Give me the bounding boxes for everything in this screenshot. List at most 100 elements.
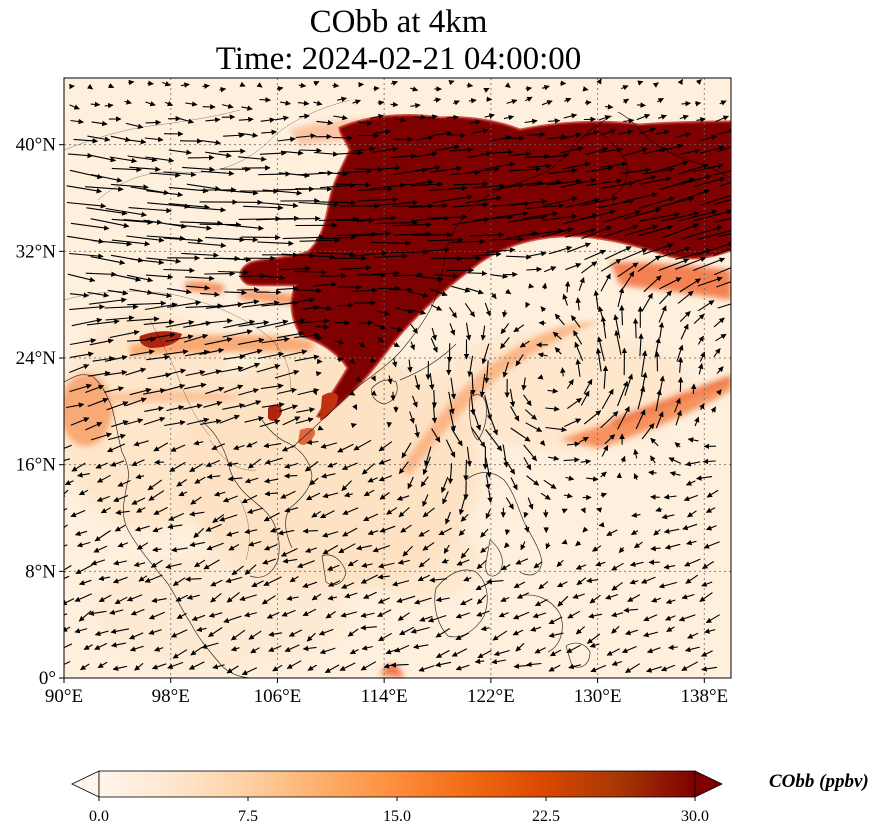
wind-arrow: [490, 273, 509, 279]
wind-arrow: [401, 442, 412, 459]
wind-arrow: [623, 607, 638, 613]
wind-arrow: [128, 79, 135, 86]
wind-arrow: [280, 265, 312, 272]
wind-arrow: [223, 132, 245, 139]
wind-arrow: [111, 239, 151, 247]
wind-arrow: [451, 169, 481, 176]
wind-arrow: [565, 475, 575, 481]
wind-arrow: [548, 118, 561, 124]
wind-arrow: [86, 207, 128, 216]
wind-arrow: [327, 564, 340, 571]
wind-arrow: [129, 387, 152, 396]
wind-arrow: [580, 390, 590, 406]
wind-arrow: [205, 386, 225, 395]
wind-arrow: [144, 406, 165, 412]
wind-arrow: [677, 163, 709, 175]
wind-arrow: [241, 667, 258, 676]
wind-arrow: [305, 547, 317, 553]
wind-arrow: [145, 101, 156, 107]
wind-arrow: [564, 418, 582, 428]
wind-arrow: [692, 257, 726, 272]
wind-arrow: [429, 373, 435, 391]
wind-arrow: [377, 100, 385, 106]
wind-arrow: [456, 559, 470, 566]
wind-arrow: [430, 165, 463, 173]
wind-arrow: [221, 103, 234, 109]
wind-arrow: [597, 336, 605, 362]
wind-arrow: [180, 82, 190, 88]
wind-arrow: [124, 99, 132, 105]
wind-arrow: [566, 242, 591, 253]
wind-arrow: [185, 349, 210, 357]
wind-arrow: [324, 664, 340, 674]
wind-arrow: [453, 181, 489, 187]
wind-arrow: [500, 323, 510, 335]
wind-arrow: [515, 354, 524, 367]
wind-arrow: [460, 598, 473, 606]
wind-arrow: [599, 147, 623, 153]
wind-arrow: [418, 665, 435, 672]
wind-arrow: [317, 425, 324, 431]
wind-arrow: [144, 302, 178, 311]
wind-arrow: [130, 258, 165, 265]
wind-arrow: [410, 86, 419, 92]
wind-arrow: [191, 614, 206, 621]
wind-arrow: [713, 267, 731, 276]
wind-arrow: [530, 626, 542, 632]
wind-arrow: [360, 612, 375, 618]
wind-arrow: [315, 234, 356, 241]
wind-arrow: [74, 593, 93, 602]
wind-arrow: [686, 539, 697, 546]
wind-arrow: [677, 376, 684, 392]
wind-arrow: [263, 576, 282, 586]
wind-arrow: [94, 530, 111, 542]
wind-arrow: [280, 490, 296, 499]
wind-arrow: [700, 194, 731, 206]
wind-arrow: [508, 166, 542, 172]
wind-arrow: [356, 545, 372, 551]
wind-arrow: [152, 546, 162, 553]
wind-arrow: [696, 117, 706, 123]
wind-arrow: [110, 460, 125, 467]
wind-arrow: [575, 358, 581, 377]
wind-arrow: [526, 475, 540, 486]
wind-arrow: [284, 644, 300, 652]
wind-arrow: [438, 527, 452, 536]
wind-arrow: [408, 202, 448, 209]
wind-arrow: [66, 201, 107, 209]
wind-arrow: [316, 305, 333, 312]
colorbar-max-extension: [694, 770, 723, 798]
wind-arrow: [653, 529, 661, 536]
wind-arrow: [477, 650, 492, 659]
wind-arrow: [315, 371, 322, 377]
wind-arrow: [699, 241, 731, 255]
wind-arrow: [256, 364, 281, 373]
wind-arrow: [186, 417, 210, 425]
wind-arrow: [524, 525, 530, 533]
wind-arrow: [280, 548, 298, 557]
wind-arrow: [167, 288, 192, 295]
wind-arrow: [185, 101, 198, 107]
wind-arrow: [713, 317, 725, 328]
wind-arrow: [64, 489, 69, 498]
wind-arrow: [600, 258, 622, 272]
wind-arrow: [409, 411, 415, 424]
wind-arrow: [314, 335, 323, 342]
wind-arrow: [154, 646, 164, 652]
wind-arrow: [393, 231, 432, 237]
wind-arrow: [284, 462, 299, 469]
wind-arrow: [658, 305, 667, 323]
wind-arrow: [600, 411, 619, 429]
wind-arrow: [109, 329, 140, 339]
wind-arrow: [111, 642, 126, 648]
wind-arrow: [719, 181, 731, 187]
wind-arrow: [432, 194, 473, 203]
wind-arrow: [190, 496, 202, 505]
wind-arrow: [208, 627, 223, 638]
wind-arrow: [163, 171, 197, 178]
wind-arrow: [256, 82, 263, 88]
wind-arrow: [576, 577, 587, 586]
wind-arrow: [422, 456, 432, 476]
wind-arrow: [363, 591, 377, 599]
wind-arrow: [449, 306, 457, 319]
